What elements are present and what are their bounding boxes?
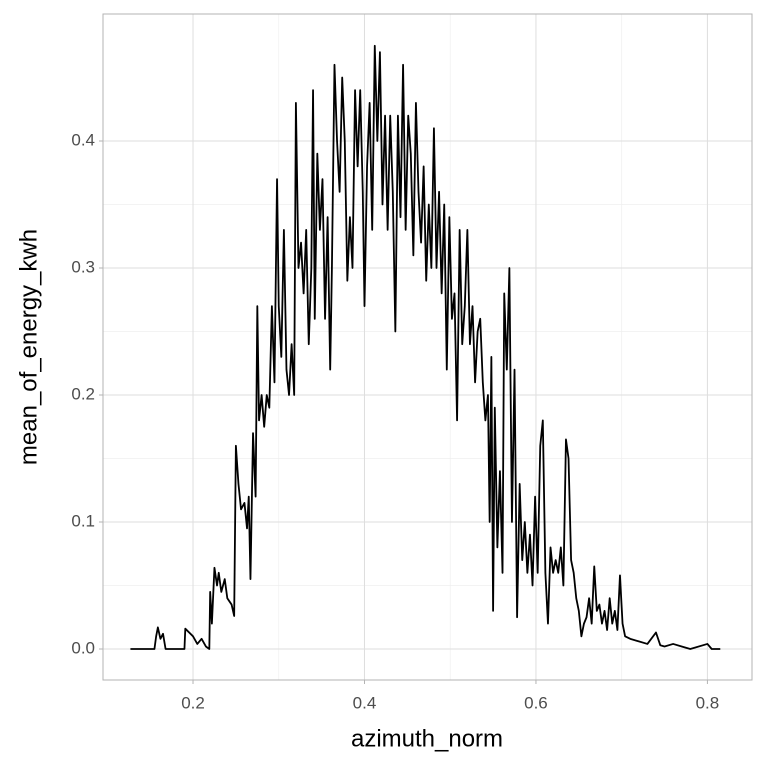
panel-border [102,13,753,681]
y-tick-label: 0.4 [71,130,95,149]
x-tick-label: 0.8 [696,693,720,712]
y-tick-label: 0.1 [71,511,95,530]
x-tick-label: 0.4 [353,693,377,712]
x-axis-title: azimuth_norm [351,725,503,752]
y-tick-label: 0.0 [71,638,95,657]
y-tick-label: 0.3 [71,257,95,276]
y-tick-label: 0.2 [71,384,95,403]
y-axis-title: mean_of_energy_kwh [15,229,42,465]
x-tick-label: 0.6 [524,693,548,712]
data-line [130,44,721,650]
x-tick-label: 0.2 [181,693,205,712]
